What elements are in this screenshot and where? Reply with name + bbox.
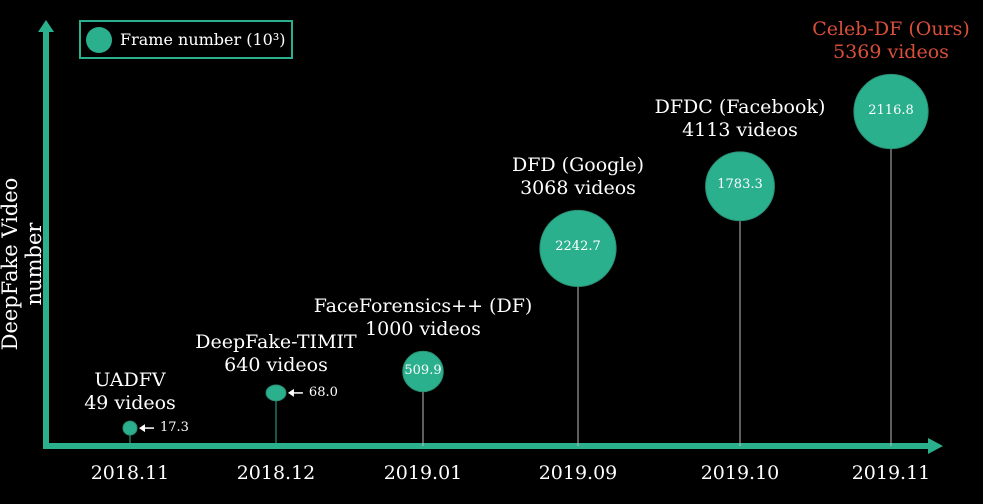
dataset-label: UADFV 49 videos <box>0 369 260 415</box>
y-axis-arrow-icon <box>38 20 54 32</box>
dataset-name: DeepFake-TIMIT <box>195 330 357 353</box>
dataset-video-count: 3068 videos <box>520 177 636 200</box>
bubble <box>122 420 138 436</box>
dataset-name: DFDC (Facebook) <box>654 95 826 118</box>
legend: Frame number (10³) <box>79 20 293 59</box>
x-tick-label: 2019.09 <box>538 462 618 484</box>
dataset-video-count: 49 videos <box>84 392 176 415</box>
x-tick-label: 2018.12 <box>236 462 316 484</box>
dataset-video-count: 5369 videos <box>833 41 949 64</box>
dataset-label: DFD (Google) 3068 videos <box>448 154 708 200</box>
bubble <box>853 73 929 150</box>
y-axis-label: DeepFake Video number <box>0 177 46 351</box>
dataset-video-count: 4113 videos <box>682 118 798 141</box>
bubble <box>402 350 444 393</box>
dataset-name: DFD (Google) <box>511 154 645 177</box>
dataset-name: FaceForensics++ (DF) <box>313 295 533 318</box>
dataset-name: UADFV <box>94 369 166 392</box>
x-axis-arrow-icon <box>928 438 943 454</box>
dataset-label: Celeb-DF (Ours) 5369 videos <box>761 18 983 64</box>
dataset-label: DeepFake-TIMIT 640 videos <box>146 331 406 377</box>
x-tick-label: 2019.01 <box>383 462 463 484</box>
dataset-label: FaceForensics++ (DF) 1000 videos <box>293 295 553 341</box>
dataset-label: DFDC (Facebook) 4113 videos <box>610 96 870 142</box>
frame-value-label: 68.0 <box>308 384 338 400</box>
pointer-arrowhead-icon <box>138 424 145 433</box>
x-tick-label: 2019.11 <box>851 462 931 484</box>
bubble <box>265 384 287 402</box>
bubble <box>705 151 775 222</box>
bubble <box>539 209 617 288</box>
x-tick-label: 2018.11 <box>90 462 170 484</box>
dataset-name: Celeb-DF (Ours) <box>812 18 970 41</box>
legend-label: Frame number (10³) <box>120 30 286 49</box>
frame-value-label: 509.9 <box>404 362 442 378</box>
x-tick-label: 2019.10 <box>700 462 780 484</box>
frame-value-label: 2242.7 <box>555 239 601 255</box>
legend-bubble-icon <box>86 26 112 53</box>
frame-value-label: 17.3 <box>159 420 189 436</box>
frame-value-label: 1783.3 <box>717 177 763 193</box>
dataset-video-count: 640 videos <box>224 353 328 376</box>
frame-value-label: 2116.8 <box>868 102 914 118</box>
dataset-video-count: 1000 videos <box>365 318 481 341</box>
pointer-arrowhead-icon <box>287 388 294 397</box>
